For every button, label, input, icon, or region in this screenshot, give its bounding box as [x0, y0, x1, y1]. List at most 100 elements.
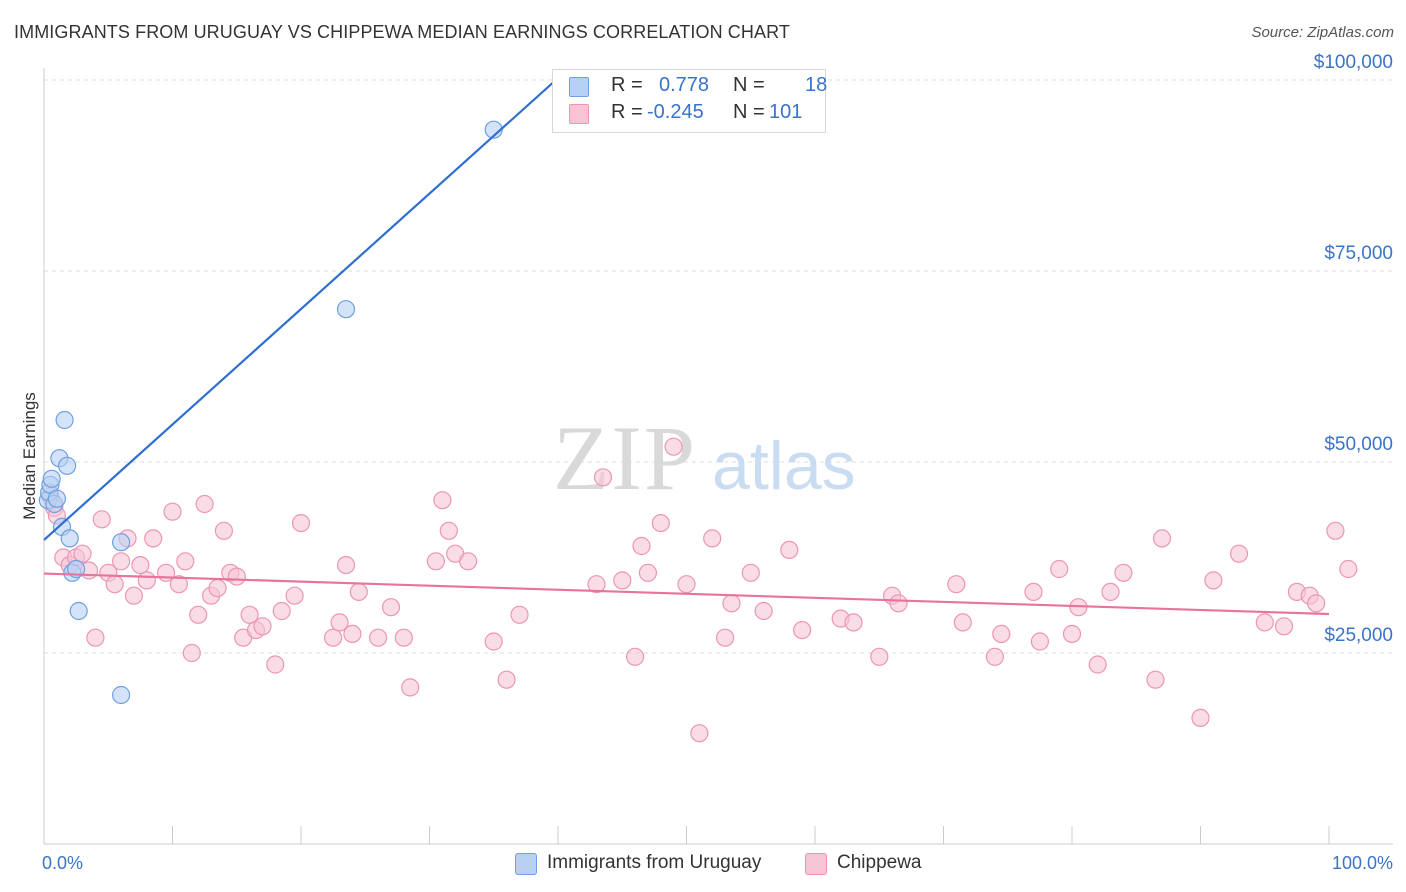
chippewa-point [1326, 521, 1345, 540]
chippewa-point [953, 613, 972, 632]
chippewa-point [638, 563, 658, 582]
chippewa-point [1274, 617, 1294, 636]
chippewa-point [1191, 708, 1210, 728]
legend-r-value-chippewa: -0.245 [647, 101, 704, 123]
chippewa-point [1204, 571, 1223, 590]
chart-title: IMMIGRANTS FROM URUGUAY VS CHIPPEWA MEDI… [14, 22, 790, 42]
chippewa-point [593, 468, 613, 487]
chippewa-point [1146, 670, 1165, 689]
chippewa-point [439, 521, 458, 540]
watermark-atlas: atlas [712, 428, 856, 504]
y-tick-label: $75,000 [1324, 243, 1393, 264]
chippewa-point [947, 575, 966, 594]
grid [44, 79, 1393, 654]
uruguay-point [47, 489, 67, 508]
chippewa-point [690, 724, 709, 743]
axes [43, 68, 1393, 845]
chippewa-point [664, 437, 683, 456]
chippewa-point [324, 628, 343, 647]
chippewa-point [144, 529, 163, 548]
chippewa-point [1024, 582, 1043, 602]
legend-n-value-uruguay: 18 [805, 74, 828, 96]
chippewa-point [291, 513, 311, 533]
chippewa-point [625, 647, 645, 666]
chippewa-point [1339, 559, 1358, 579]
chippewa-point [703, 529, 722, 548]
chippewa-point [330, 613, 349, 632]
y-tick-label: $100,000 [1314, 52, 1393, 73]
chippewa-point [195, 494, 214, 514]
chippewa-point [459, 552, 478, 571]
chippewa-point [189, 605, 208, 624]
y-axis-title: Median Earnings [20, 392, 39, 520]
trend-line-chippewa [43, 572, 1330, 616]
chippewa-point [870, 647, 889, 666]
chippewa-point [1050, 559, 1069, 579]
chippewa-point [484, 632, 503, 651]
series-uruguay-points [38, 120, 503, 705]
chippewa-point [285, 586, 304, 605]
chippewa-point [1229, 544, 1249, 563]
chippewa-point [137, 571, 156, 590]
chippewa-point [227, 567, 246, 586]
trend-line-uruguay [43, 71, 566, 541]
chippewa-point [587, 575, 606, 594]
chippewa-point [214, 521, 233, 540]
chippewa-point [1152, 529, 1172, 548]
chippewa-point [253, 617, 272, 636]
chippewa-point [1255, 613, 1274, 632]
chippewa-point [1062, 624, 1082, 644]
chippewa-point [86, 628, 105, 647]
chippewa-point [272, 601, 291, 621]
chippewa-point [124, 586, 143, 605]
bottom-legend-label-chippewa: Chippewa [837, 852, 922, 873]
chippewa-point [1101, 582, 1120, 602]
chippewa-point [792, 620, 812, 640]
chippewa-point [1088, 655, 1107, 674]
bottom-legend-swatch-uruguay [515, 853, 537, 875]
chippewa-point [613, 571, 632, 590]
chippewa-point [510, 605, 529, 624]
stats-legend: R = 0.778 N = 18 R = -0.245 N = 101 [552, 69, 828, 133]
chippewa-point [722, 594, 741, 613]
chippewa-point [1114, 563, 1133, 582]
chippewa-point [240, 605, 259, 624]
uruguay-point [60, 529, 79, 548]
series-chippewa-points [41, 437, 1358, 743]
bottom-legend-label-uruguay: Immigrants from Uruguay [547, 852, 762, 873]
chippewa-point [105, 575, 124, 594]
chippewa-point [992, 624, 1011, 644]
legend-swatch-chippewa [569, 104, 589, 124]
chippewa-point [651, 513, 670, 533]
chippewa-point [754, 601, 773, 621]
chippewa-point [433, 491, 452, 510]
chippewa-point [381, 598, 401, 617]
uruguay-point [111, 685, 131, 705]
chippewa-point [131, 555, 150, 575]
chippewa-point [208, 578, 227, 598]
uruguay-point [69, 601, 88, 621]
trend-lines [43, 71, 1330, 616]
chippewa-point [73, 544, 92, 563]
chippewa-point [741, 563, 760, 582]
chippewa-point [889, 594, 908, 613]
legend-n-value-chippewa: 101 [769, 101, 803, 123]
legend-r-label: R = [611, 74, 643, 96]
uruguay-point [57, 456, 77, 475]
chippewa-point [1030, 632, 1050, 651]
chippewa-point [780, 540, 799, 560]
legend-r-value-uruguay: 0.778 [659, 74, 710, 96]
x-tick-label-max: 100.0% [1332, 853, 1393, 873]
uruguay-point [42, 469, 61, 488]
chippewa-point [92, 510, 111, 529]
chippewa-point [182, 643, 201, 663]
legend-swatch-uruguay [569, 77, 589, 97]
chippewa-point [497, 670, 516, 689]
chippewa-point [163, 502, 182, 521]
uruguay-point [336, 300, 356, 319]
uruguay-point [55, 410, 74, 430]
uruguay-point [111, 533, 131, 552]
chippewa-point [266, 655, 285, 674]
chippewa-point [401, 678, 420, 697]
